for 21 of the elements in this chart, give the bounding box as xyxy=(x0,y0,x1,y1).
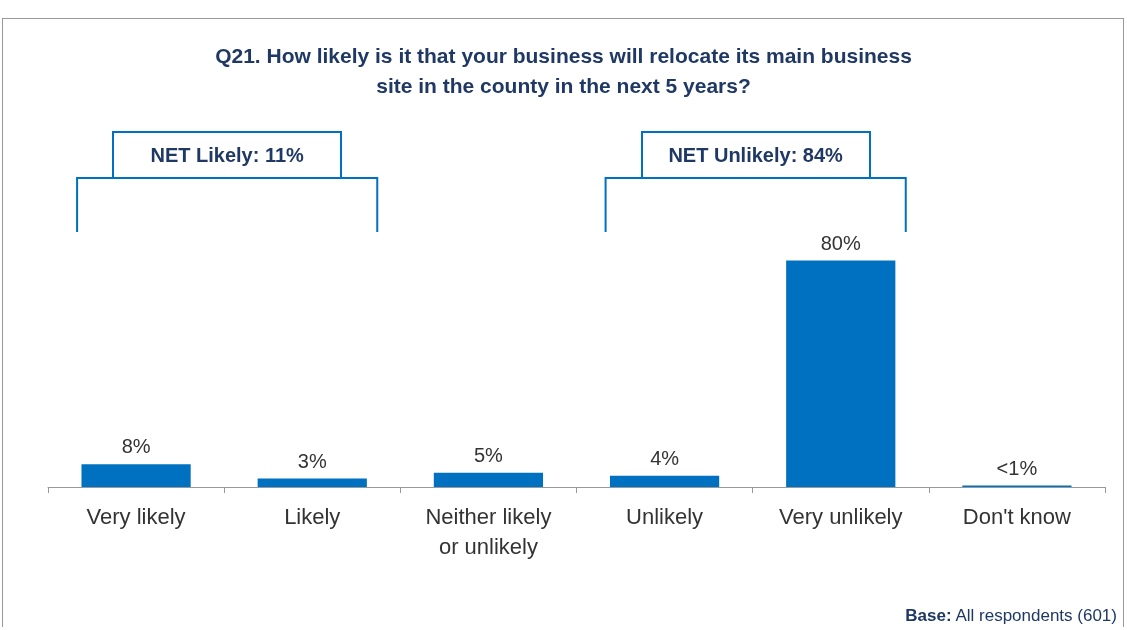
chart-title: Q21. How likely is it that your business will relocate its main business site in the county in the next 5 years? xyxy=(215,43,912,97)
text: Base: All respondents (601) xyxy=(905,606,1117,626)
x-tick-label: Very likely xyxy=(86,503,186,529)
data-label: <1% xyxy=(996,456,1038,479)
data-label: 4% xyxy=(650,446,680,469)
x-tick-label: Unlikely xyxy=(626,503,704,529)
x-tick-label: Very unlikely xyxy=(778,503,903,529)
text: NET Unlikely: 84% xyxy=(640,131,871,179)
text: NET Likely: 11% xyxy=(112,131,343,179)
bar xyxy=(257,478,367,487)
data-label: 5% xyxy=(473,443,504,466)
bar xyxy=(433,472,544,487)
data-label: 3% xyxy=(297,449,327,472)
bar xyxy=(609,475,720,487)
bar xyxy=(81,464,191,487)
bar xyxy=(786,260,896,487)
data-label: 8% xyxy=(121,435,151,458)
data-label: 80% xyxy=(820,231,861,254)
x-tick-label: Don't know xyxy=(962,503,1072,529)
x-tick-label: Neither likely or unlikely xyxy=(425,503,552,559)
x-tick-label: Likely xyxy=(284,503,341,529)
